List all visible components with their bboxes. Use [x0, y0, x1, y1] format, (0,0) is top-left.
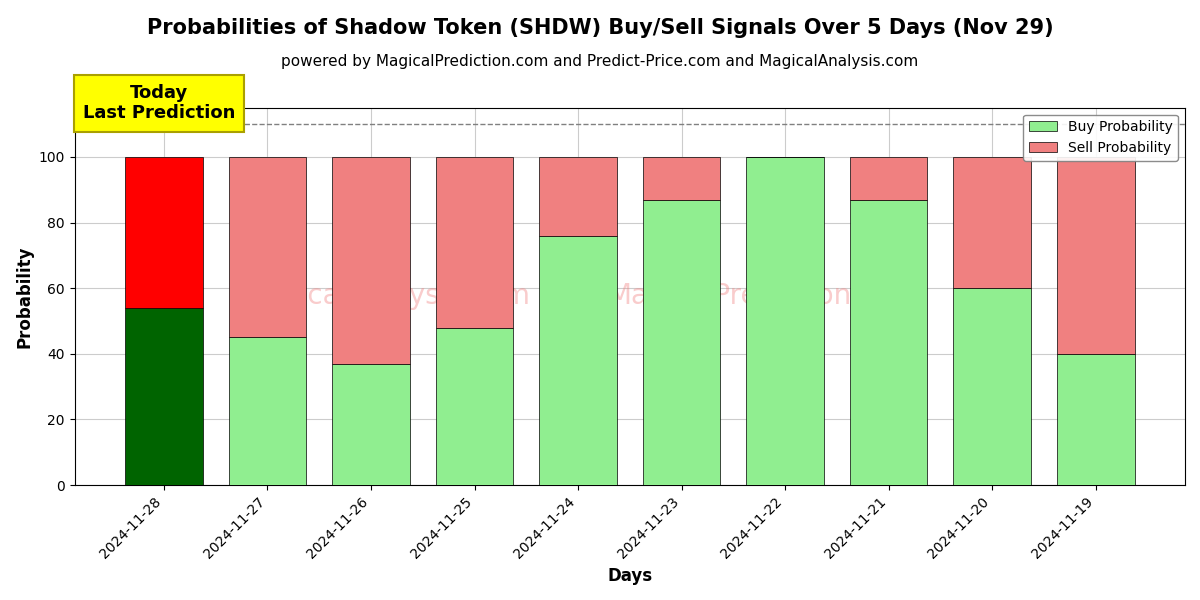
Y-axis label: Probability: Probability	[16, 245, 34, 347]
Text: MagicalPrediction.com: MagicalPrediction.com	[607, 283, 919, 310]
Bar	[436, 328, 514, 485]
Bar	[229, 337, 306, 485]
Bar	[953, 157, 1031, 288]
Bar	[229, 157, 306, 337]
Bar	[539, 157, 617, 236]
Bar	[643, 200, 720, 485]
Bar	[1057, 157, 1134, 354]
Bar	[643, 157, 720, 200]
Bar	[850, 157, 928, 200]
Text: Today
Last Prediction: Today Last Prediction	[83, 83, 235, 122]
Bar	[332, 364, 410, 485]
Bar	[332, 157, 410, 364]
Text: Probabilities of Shadow Token (SHDW) Buy/Sell Signals Over 5 Days (Nov 29): Probabilities of Shadow Token (SHDW) Buy…	[146, 18, 1054, 38]
Legend: Buy Probability, Sell Probability: Buy Probability, Sell Probability	[1024, 115, 1178, 161]
Bar	[125, 157, 203, 308]
Text: MagicalAnalysis.com: MagicalAnalysis.com	[241, 283, 530, 310]
Bar	[1057, 354, 1134, 485]
Bar	[953, 288, 1031, 485]
Bar	[850, 200, 928, 485]
X-axis label: Days: Days	[607, 567, 653, 585]
Bar	[539, 236, 617, 485]
Bar	[746, 157, 824, 485]
Bar	[125, 308, 203, 485]
Bar	[436, 157, 514, 328]
Text: powered by MagicalPrediction.com and Predict-Price.com and MagicalAnalysis.com: powered by MagicalPrediction.com and Pre…	[281, 54, 919, 69]
